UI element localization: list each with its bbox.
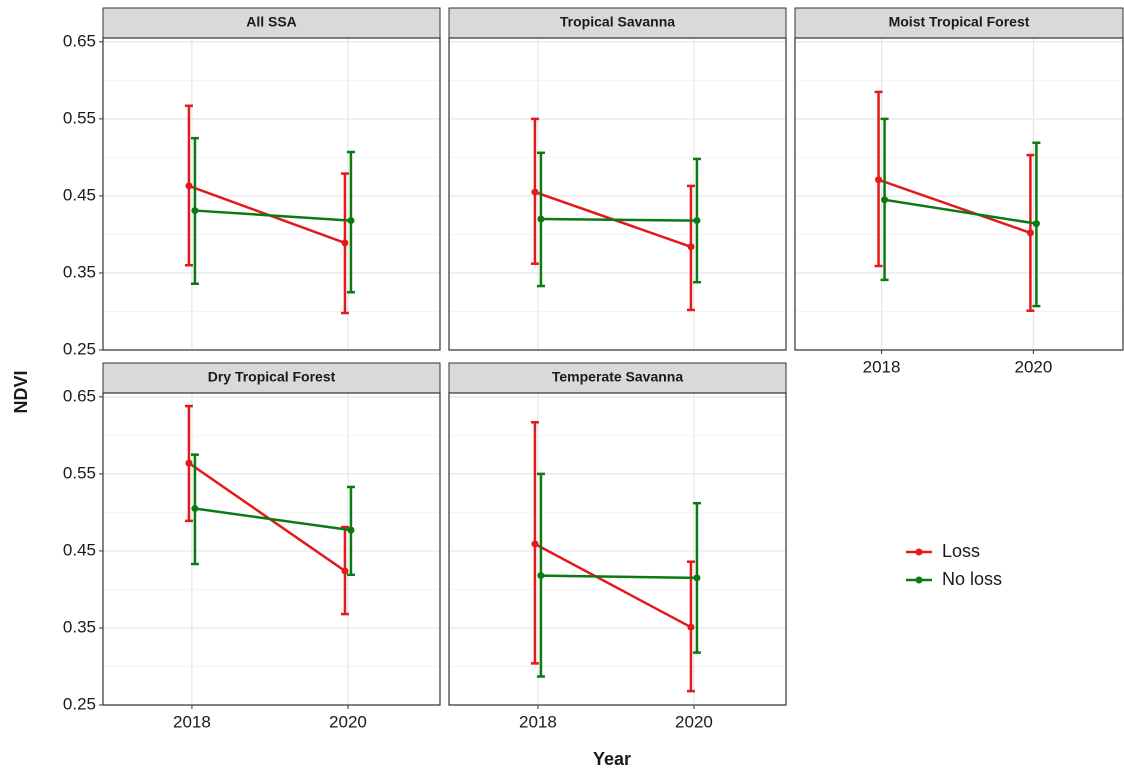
y-tick-label: 0.55 [63, 463, 96, 482]
panel-title: Tropical Savanna [560, 14, 675, 30]
strip [794, 7, 1124, 39]
point [191, 207, 199, 215]
point [693, 217, 701, 225]
point [1026, 229, 1034, 237]
series-line [188, 462, 346, 572]
y-tick-label: 0.35 [63, 262, 96, 281]
panel-border [448, 37, 787, 351]
series-line [540, 217, 697, 222]
y-tick-label: 0.45 [63, 185, 96, 204]
point [875, 176, 883, 184]
y-axis-label: NDVI [11, 370, 31, 413]
point [347, 526, 355, 534]
legend-point [915, 548, 923, 556]
point [881, 196, 889, 204]
series-line [194, 507, 352, 532]
x-tick-label: 2020 [1014, 357, 1052, 376]
series-line [878, 178, 1031, 235]
point [531, 540, 539, 548]
point [693, 574, 701, 582]
point [1032, 220, 1040, 228]
y-tick-label: 0.65 [63, 31, 96, 50]
strip [448, 7, 787, 39]
x-tick-label: 2018 [173, 712, 211, 731]
point [687, 623, 695, 631]
panel-border [102, 37, 441, 351]
strip [102, 7, 441, 39]
legend-point [915, 576, 923, 584]
point [185, 182, 193, 190]
point [341, 239, 349, 247]
panel-title: Temperate Savanna [552, 369, 683, 385]
y-tick-label: 0.35 [63, 617, 96, 636]
x-tick-label: 2020 [329, 712, 367, 731]
y-tick-label: 0.25 [63, 339, 96, 358]
panel-border [794, 37, 1124, 351]
panel-title: Dry Tropical Forest [208, 369, 336, 385]
series-line [194, 209, 352, 222]
panel-title: Moist Tropical Forest [889, 14, 1030, 30]
x-tick-label: 2020 [675, 712, 713, 731]
point [537, 215, 545, 223]
series-line [540, 574, 697, 580]
panel-border [448, 392, 787, 706]
y-tick-label: 0.65 [63, 386, 96, 405]
x-tick-label: 2018 [519, 712, 557, 731]
panel-title: All SSA [246, 14, 297, 30]
x-axis-label: Year [593, 749, 631, 769]
series-line [884, 198, 1037, 225]
point [341, 567, 349, 575]
x-tick-label: 2018 [863, 357, 901, 376]
strip [448, 362, 787, 394]
series-line [534, 542, 692, 629]
point [537, 572, 545, 580]
y-tick-label: 0.55 [63, 108, 96, 127]
point [185, 459, 193, 467]
panel-border [102, 392, 441, 706]
y-tick-label: 0.45 [63, 540, 96, 559]
y-tick-label: 0.25 [63, 694, 96, 713]
legend-label: No loss [942, 569, 1002, 589]
legend-label: Loss [942, 541, 980, 561]
point [191, 505, 199, 513]
point [687, 243, 695, 251]
point [531, 188, 539, 196]
point [347, 217, 355, 225]
strip [102, 362, 441, 394]
